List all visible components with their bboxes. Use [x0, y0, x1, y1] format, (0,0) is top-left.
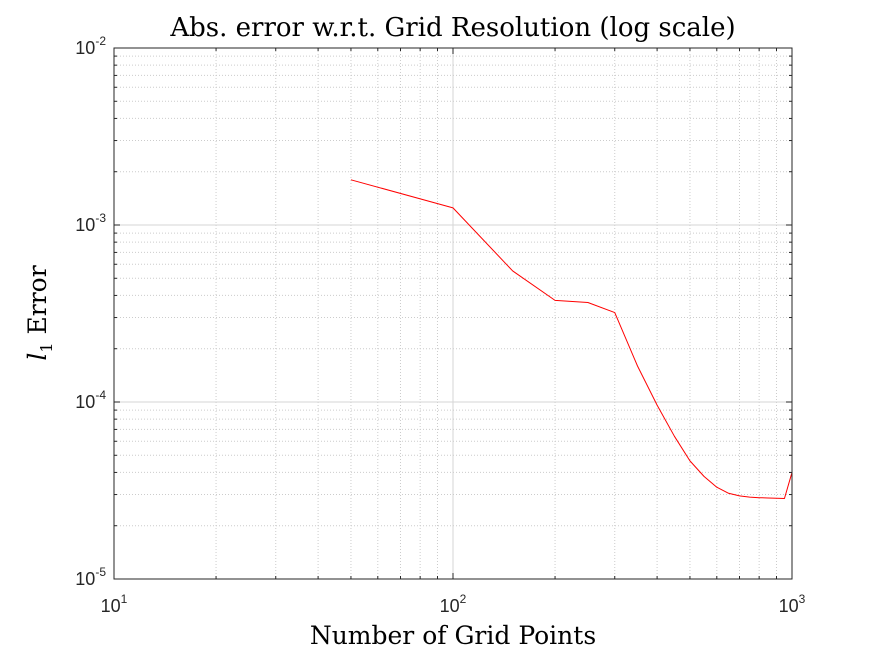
chart-title: Abs. error w.r.t. Grid Resolution (log s…	[169, 13, 735, 43]
x-tick-label: 101	[101, 592, 128, 616]
y-tick-label: 10-5	[75, 565, 106, 589]
series-line-0	[350, 179, 793, 499]
y-tick-label-exponent: -5	[95, 565, 106, 579]
y-tick-label: 10-3	[75, 211, 106, 235]
x-tick-label: 102	[440, 592, 467, 616]
x-tick-label-base: 10	[779, 596, 799, 616]
y-tick-label-exponent: -3	[95, 211, 106, 225]
x-tick-label: 103	[779, 592, 806, 616]
y-tick-label: 10-2	[75, 34, 106, 58]
y-tick-label-exponent: -4	[95, 388, 106, 402]
y-tick-label-base: 10	[75, 569, 95, 589]
y-axis-label: l1 Error	[23, 265, 56, 360]
tick-marks	[113, 47, 793, 580]
x-tick-label-exponent: 1	[121, 592, 128, 606]
y-tick-label: 10-4	[75, 388, 106, 412]
x-tick-label-exponent: 3	[799, 592, 806, 606]
y-tick-label-exponent: -2	[95, 34, 106, 48]
series-layer	[350, 179, 793, 499]
y-tick-label-base: 10	[75, 392, 95, 412]
y-axis-label-subscript: 1	[37, 342, 56, 352]
y-axis-label-main: l	[23, 353, 52, 361]
x-axis-label: Number of Grid Points	[310, 621, 596, 650]
x-tick-label-base: 10	[440, 596, 460, 616]
y-tick-label-base: 10	[75, 38, 95, 58]
x-tick-label-base: 10	[101, 596, 121, 616]
grid-lines	[113, 48, 792, 580]
y-axis-label-rest: Error	[23, 265, 52, 342]
y-tick-label-base: 10	[75, 215, 95, 235]
x-tick-label-exponent: 2	[460, 592, 467, 606]
